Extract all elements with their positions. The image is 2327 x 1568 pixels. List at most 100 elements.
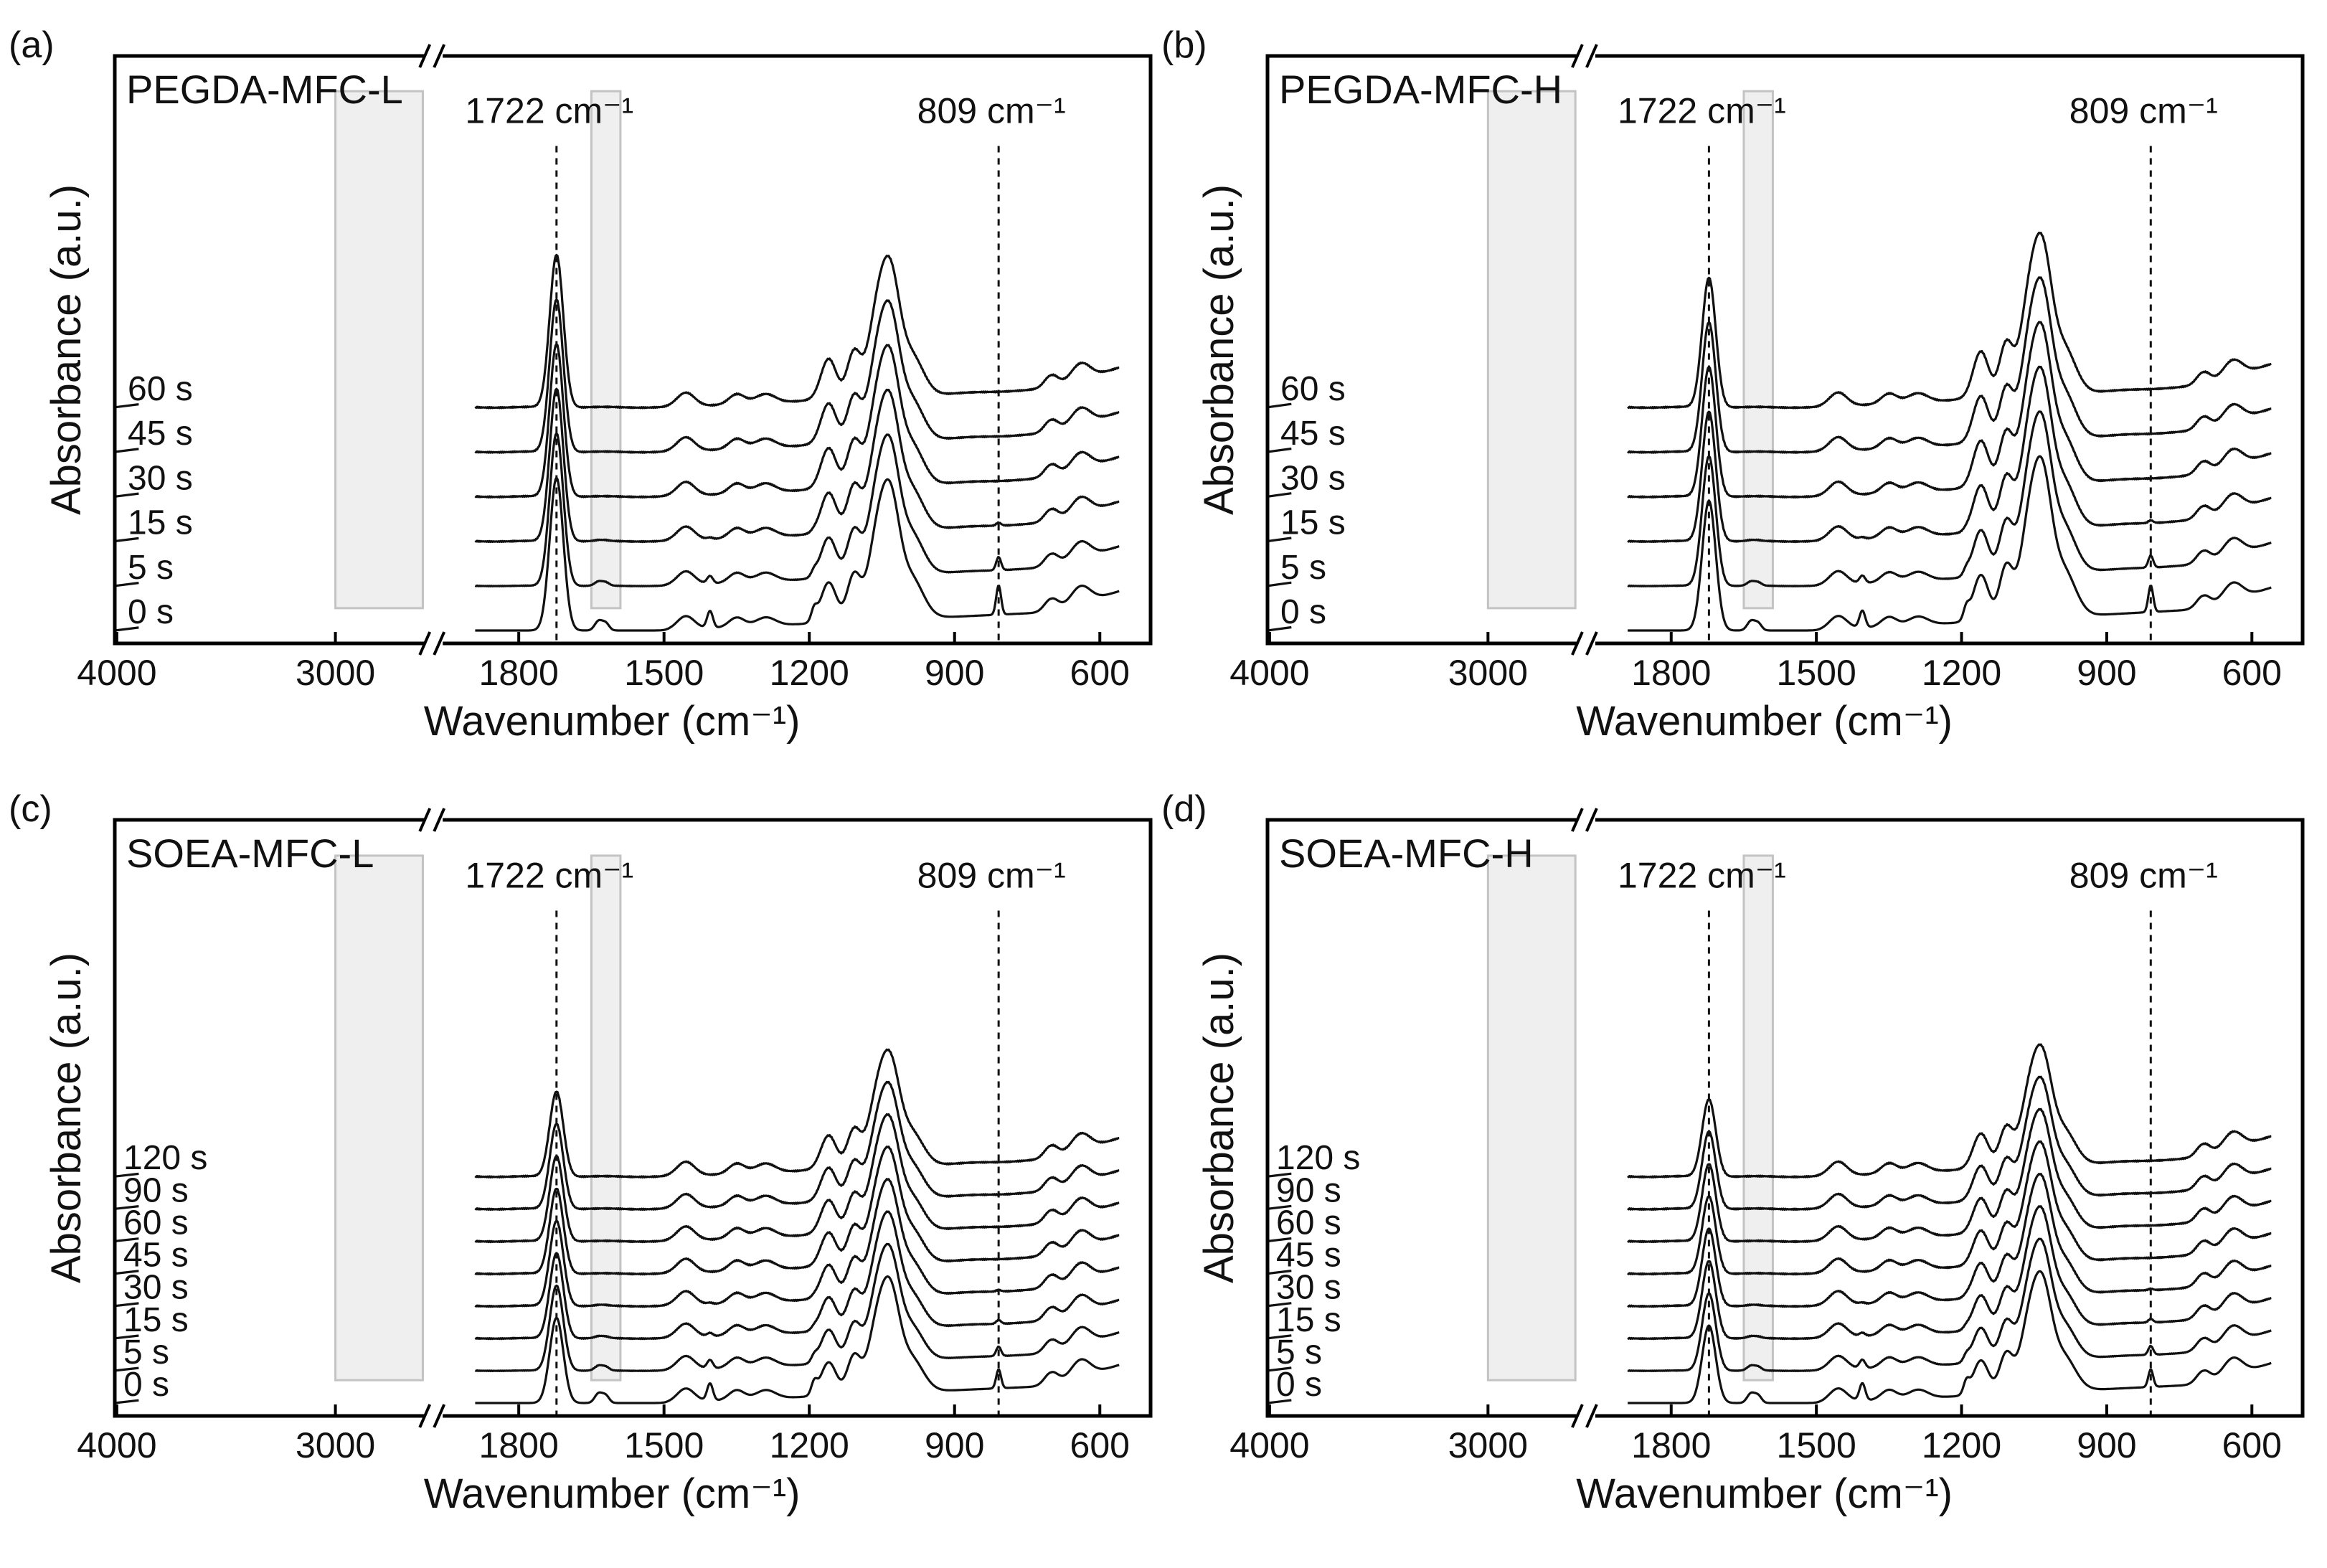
break-slash bbox=[1571, 631, 1584, 656]
spectrum-line-5s bbox=[114, 582, 139, 587]
panel-title: SOEA-MFC-H bbox=[1279, 831, 1534, 876]
spectrum-line-15s bbox=[1267, 1334, 1292, 1340]
break-slash bbox=[418, 1404, 432, 1428]
spectrum-line-0s bbox=[114, 626, 139, 632]
x-tick-label: 1800 bbox=[479, 1425, 559, 1465]
shaded-band bbox=[334, 90, 424, 610]
spectrum-line-45s bbox=[474, 1146, 1120, 1276]
spectrum-line-0s bbox=[475, 1275, 1120, 1404]
spectrum-line-15s bbox=[114, 1334, 139, 1340]
x-tick-label: 1800 bbox=[1631, 653, 1711, 693]
x-tick-label: 1800 bbox=[479, 653, 559, 693]
x-tick-label: 3000 bbox=[296, 653, 375, 693]
x-axis-label: Wavenumber (cm⁻¹) bbox=[1576, 698, 1953, 745]
x-tick-label: 900 bbox=[925, 653, 984, 693]
series-label: 90 s bbox=[123, 1171, 189, 1209]
spectrum-line-15s bbox=[1267, 537, 1292, 543]
plot-frame bbox=[113, 818, 1153, 1418]
x-tick-label: 1500 bbox=[1777, 653, 1856, 693]
spectrum-line-5s bbox=[474, 432, 1120, 587]
spectrum-line-0s bbox=[114, 1399, 139, 1404]
spectrum-line-0s bbox=[1627, 1270, 2272, 1404]
marker-label-1722: 1722 cm⁻¹ bbox=[1618, 91, 1786, 131]
spectrum-line-90s bbox=[1267, 1204, 1292, 1210]
x-tick-label: 3000 bbox=[1448, 653, 1528, 693]
break-slash bbox=[1571, 808, 1584, 832]
chart-panel-a: 0 s 5 s 15 s 30 s 45 s 60 s 1722 cm⁻¹ 809 cm⁻¹ 4… bbox=[9, 24, 1153, 745]
spectrum-line-60s bbox=[1267, 1237, 1292, 1242]
spectrum-line-5s bbox=[1627, 410, 2272, 587]
spectrum-line-30s bbox=[114, 1302, 139, 1308]
plot-frame bbox=[113, 54, 1153, 646]
spectrum-line-15s bbox=[1627, 365, 2272, 544]
y-axis-label: Absorbance (a.u.) bbox=[43, 184, 90, 515]
spectrum-line-15s bbox=[474, 1210, 1120, 1341]
shaded-band bbox=[1486, 854, 1577, 1382]
x-tick-label: 900 bbox=[925, 1425, 984, 1465]
plot-frame bbox=[1265, 54, 2305, 646]
marker-label-809: 809 cm⁻¹ bbox=[2069, 91, 2218, 131]
marker-label-809: 809 cm⁻¹ bbox=[917, 855, 1066, 895]
series-label: 45 s bbox=[123, 1237, 189, 1275]
series-label: 0 s bbox=[128, 593, 174, 631]
spectrum-line-30s bbox=[474, 1178, 1120, 1308]
x-tick-label: 1200 bbox=[770, 653, 849, 693]
spectrum-line-15s bbox=[1627, 1205, 2272, 1341]
chart-panel-b: 0 s 5 s 15 s 30 s 45 s 60 s 1722 cm⁻¹ 809 cm⁻¹ 4… bbox=[1161, 24, 2305, 745]
break-slash bbox=[1585, 44, 1598, 68]
series-label: 5 s bbox=[1276, 1333, 1322, 1371]
series-label: 15 s bbox=[123, 1301, 189, 1339]
spectrum-line-45s bbox=[114, 1270, 139, 1275]
break-slash bbox=[433, 808, 446, 832]
panel-label: (b) bbox=[1161, 24, 1207, 66]
spectrum-line-5s bbox=[1267, 1366, 1292, 1372]
panel-title: SOEA-MFC-L bbox=[126, 831, 374, 876]
spectrum-line-90s bbox=[474, 1080, 1120, 1212]
series-label: 90 s bbox=[1276, 1171, 1341, 1209]
series-label: 5 s bbox=[123, 1333, 169, 1371]
x-tick-label: 1200 bbox=[1922, 1425, 2001, 1465]
panel-title: PEGDA-MFC-L bbox=[126, 67, 403, 112]
spectrum-line-5s bbox=[1267, 581, 1292, 587]
spectrum-line-0s bbox=[1267, 625, 1292, 632]
spectrum-line-45s bbox=[1267, 1270, 1292, 1275]
spectrum-line-120s bbox=[1267, 1172, 1292, 1178]
break-slash bbox=[1571, 44, 1584, 68]
shaded-band bbox=[1486, 90, 1577, 610]
x-tick-label: 4000 bbox=[77, 653, 156, 693]
break-slash bbox=[418, 44, 432, 68]
spectrum-line-60s bbox=[114, 403, 139, 409]
break-slash bbox=[1585, 1404, 1598, 1428]
spectrum-line-60s bbox=[474, 253, 1120, 410]
spectrum-line-30s bbox=[114, 492, 139, 498]
spectrum-line-5s bbox=[1627, 1237, 2272, 1373]
shaded-band bbox=[1742, 854, 1774, 1382]
break-slash bbox=[418, 631, 432, 656]
series-label: 5 s bbox=[128, 549, 174, 587]
panel-title: PEGDA-MFC-H bbox=[1279, 67, 1562, 112]
spectrum-line-45s bbox=[114, 448, 139, 453]
y-axis-label: Absorbance (a.u.) bbox=[1196, 184, 1242, 515]
x-tick-label: 600 bbox=[2222, 1425, 2282, 1465]
spectrum-line-5s bbox=[114, 1366, 139, 1372]
x-axis-label: Wavenumber (cm⁻¹) bbox=[424, 1470, 801, 1517]
spectrum-line-15s bbox=[474, 387, 1120, 544]
x-tick-label: 1500 bbox=[624, 653, 704, 693]
series-label: 60 s bbox=[128, 370, 193, 408]
panel-label: (a) bbox=[9, 24, 55, 66]
x-tick-label: 4000 bbox=[1229, 1425, 1309, 1465]
spectrum-line-30s bbox=[1627, 1173, 2272, 1308]
spectrum-line-90s bbox=[114, 1205, 139, 1210]
marker-label-1722: 1722 cm⁻¹ bbox=[1618, 855, 1786, 895]
break-slash bbox=[1585, 631, 1598, 656]
marker-label-1722: 1722 cm⁻¹ bbox=[465, 855, 633, 895]
spectrum-line-45s bbox=[1627, 1140, 2272, 1276]
x-tick-label: 3000 bbox=[296, 1425, 375, 1465]
series-label: 15 s bbox=[1280, 504, 1346, 542]
panel-label: (c) bbox=[9, 788, 52, 830]
break-slash bbox=[433, 631, 446, 656]
series-label: 45 s bbox=[128, 415, 193, 453]
series-label: 45 s bbox=[1276, 1237, 1341, 1275]
